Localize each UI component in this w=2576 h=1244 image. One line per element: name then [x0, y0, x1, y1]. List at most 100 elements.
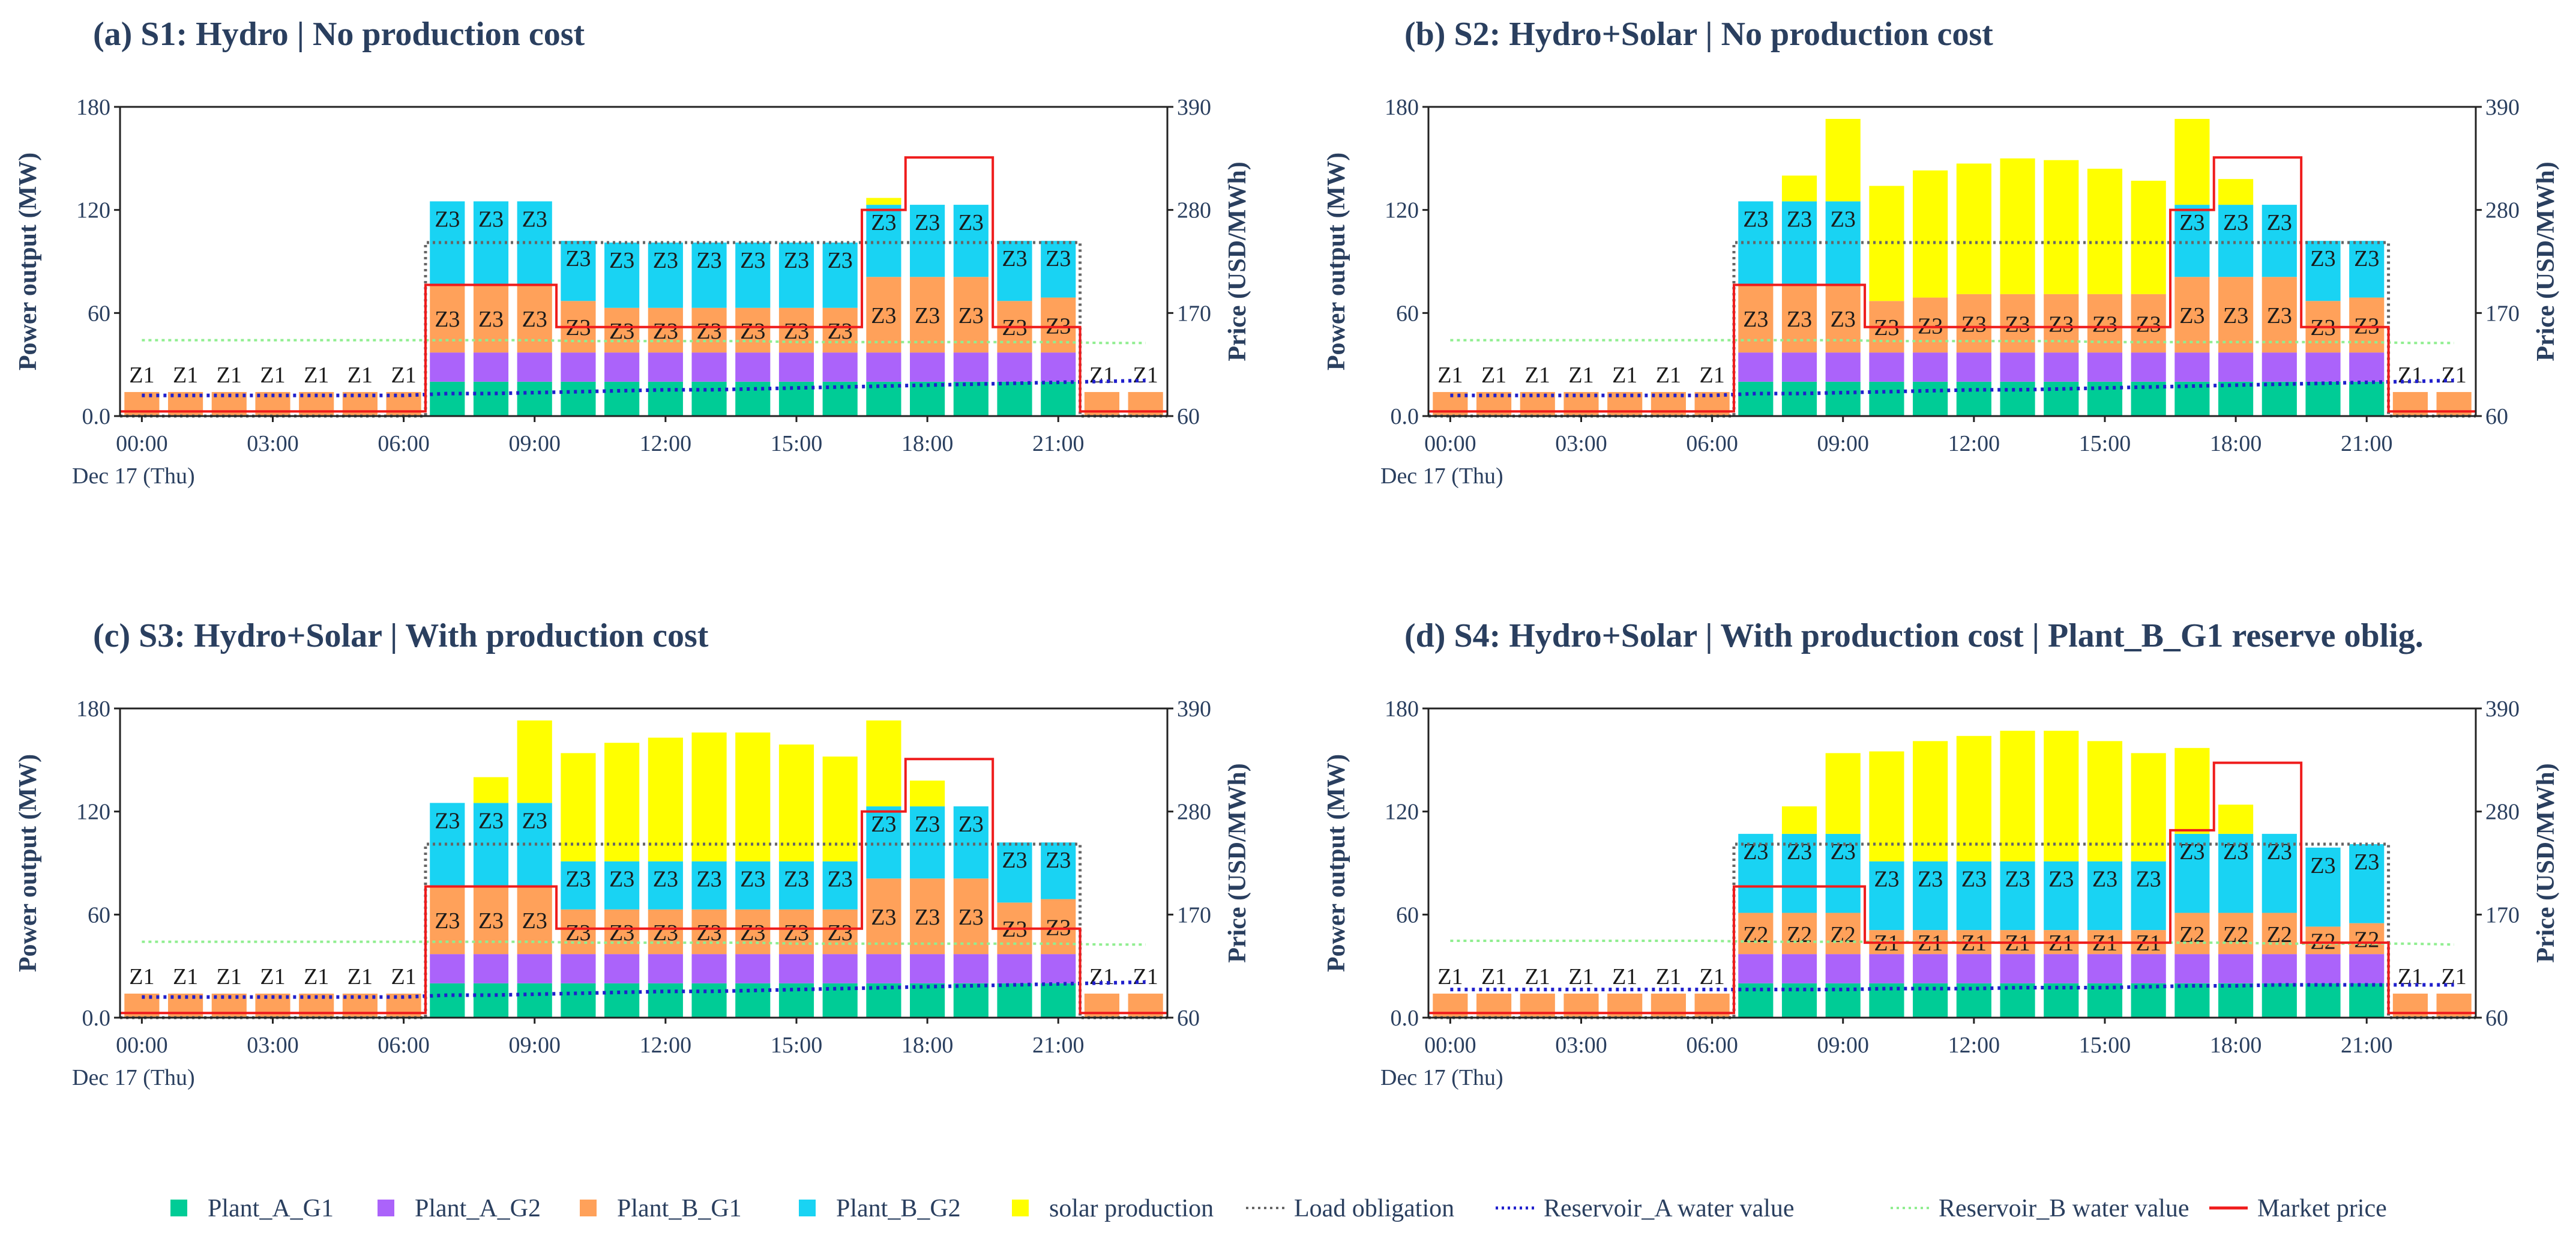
- zone-label: Z2: [1787, 922, 1812, 947]
- bar-plant-b-g1: [822, 307, 858, 353]
- y-tick-label: 60: [88, 902, 110, 928]
- y2-tick-label: 280: [1177, 800, 1211, 825]
- zone-label: Z3: [828, 319, 853, 344]
- bar-plant-a-g2: [778, 352, 814, 382]
- bar-plant-a-g1: [2218, 381, 2254, 416]
- zone-label: Z3: [828, 867, 853, 892]
- zone-label: Z3: [740, 867, 765, 892]
- bar-plant-a-g1: [1913, 381, 1948, 416]
- zone-label: Z3: [435, 307, 460, 332]
- zone-label: Z3: [958, 812, 984, 837]
- x-tick-label: 12:00: [1948, 431, 2000, 456]
- bar-plant-a-g1: [2044, 381, 2079, 416]
- zone-label: Z3: [1002, 848, 1027, 873]
- bar-plant-a-g2: [2305, 954, 2341, 983]
- zone-label: Z3: [1002, 246, 1027, 271]
- bar-plant-a-g1: [604, 381, 640, 416]
- zone-label: Z3: [915, 303, 940, 328]
- zone-label: Z1: [260, 964, 285, 989]
- date-label: Dec 17 (Thu): [72, 1065, 195, 1090]
- bar-plant-a-g2: [648, 954, 683, 983]
- bar-plant-b-g2: [778, 861, 814, 910]
- bar-solar-production: [822, 756, 858, 862]
- bar-plant-b-g1: [2262, 277, 2297, 353]
- x-tick-label: 03:00: [247, 1033, 299, 1058]
- legend-swatch: [378, 1200, 394, 1216]
- bar-plant-a-g1: [2218, 983, 2254, 1018]
- zone-label: Z3: [958, 303, 984, 328]
- plot-frame: [119, 106, 1169, 417]
- zone-label: Z1: [260, 363, 285, 388]
- bar-plant-a-g1: [1781, 381, 1817, 416]
- bar-plant-a-g1: [2305, 983, 2341, 1018]
- zone-label: Z3: [522, 307, 547, 332]
- x-tick-label: 15:00: [771, 431, 823, 456]
- bar-plant-b-g1: [778, 307, 814, 353]
- zone-label: Z3: [478, 207, 504, 232]
- zone-label: Z3: [653, 248, 678, 273]
- bar-plant-a-g2: [604, 352, 640, 382]
- bar-solar-production: [2218, 179, 2254, 205]
- legend-item: Plant_B_G1: [580, 1195, 742, 1222]
- zone-label: Z1: [1481, 363, 1506, 388]
- bar-plant-a-g2: [2262, 352, 2297, 382]
- bar-plant-b-g1: [2349, 297, 2385, 353]
- zone-label: Z1: [173, 363, 198, 388]
- bar-plant-b-g1: [1825, 913, 1861, 955]
- zone-label: Z1: [1656, 363, 1681, 388]
- bar-plant-b-g1: [953, 277, 989, 353]
- zone-label: Z3: [522, 808, 547, 833]
- zone-label: Z3: [2005, 867, 2030, 892]
- bar-plant-b-g1: [778, 909, 814, 955]
- x-tick-label: 18:00: [2210, 1033, 2262, 1058]
- bar-plant-a-g2: [2131, 954, 2166, 983]
- plot-area: Z1 Z1 Z1 Z1 Z1 Z1 Z1 Z3 Z3 Z3 Z3 Z3 Z3 Z3 Z3 Z3 Z3 Z3 Z3 Z3…: [76, 95, 1211, 456]
- bar-plant-b-g1: [910, 277, 945, 353]
- legend-item: Market price: [2209, 1195, 2387, 1222]
- reservoir-a-water-value-line: [142, 980, 1146, 999]
- bar-plant-b-g2: [910, 806, 945, 879]
- reservoir-a-water-value-line: [1450, 983, 2454, 992]
- zone-label: Z3: [565, 867, 591, 892]
- bar-plant-a-g2: [2305, 352, 2341, 382]
- zone-label: Z1: [173, 964, 198, 989]
- zone-label: Z3: [2048, 312, 2074, 337]
- y2-tick-label: 280: [2485, 800, 2520, 825]
- zone-label: Z3: [784, 319, 809, 344]
- bar-plant-a-g2: [648, 352, 683, 382]
- bar-plant-b-g1: [691, 909, 727, 955]
- bar-plant-a-g2: [953, 954, 989, 983]
- bar-plant-b-g2: [2000, 861, 2035, 931]
- zone-label: Z1: [1612, 363, 1637, 388]
- bar-plant-b-g2: [2218, 205, 2254, 277]
- bar-plant-b-g1: [866, 277, 901, 353]
- bar-plant-b-g2: [1041, 241, 1076, 298]
- bar-plant-a-g2: [822, 954, 858, 983]
- y2-tick-label: 60: [1177, 404, 1200, 429]
- bar-plant-a-g2: [1869, 352, 1904, 382]
- bar-plant-b-g2: [997, 241, 1032, 301]
- bar-plant-b-g1: [1738, 913, 1774, 955]
- legend-label: Plant_A_G2: [415, 1195, 541, 1222]
- bar-plant-a-g1: [561, 983, 596, 1018]
- bar-plant-b-g1: [2000, 294, 2035, 353]
- x-tick-label: 06:00: [1686, 431, 1738, 456]
- legend-label: Plant_A_G1: [208, 1195, 334, 1222]
- bar-plant-a-g1: [910, 381, 945, 416]
- bar-plant-a-g2: [910, 954, 945, 983]
- bar-plant-b-g1: [2218, 913, 2254, 955]
- zone-label: Z3: [1831, 307, 1856, 332]
- x-tick-label: 00:00: [116, 431, 168, 456]
- bar-plant-a-g1: [1956, 381, 1991, 416]
- bar-plant-b-g1: [910, 878, 945, 955]
- bar-plant-b-g2: [910, 205, 945, 277]
- bar-plant-a-g1: [2131, 983, 2166, 1018]
- bar-plant-b-g2: [2349, 844, 2385, 923]
- zone-label: Z2: [1831, 922, 1856, 947]
- zone-label: Z1: [391, 964, 416, 989]
- load-obligation-line: [120, 842, 1167, 1019]
- bar-plant-b-g2: [2262, 833, 2297, 913]
- y2-tick-label: 170: [1177, 902, 1211, 928]
- bar-plant-a-g1: [2262, 983, 2297, 1018]
